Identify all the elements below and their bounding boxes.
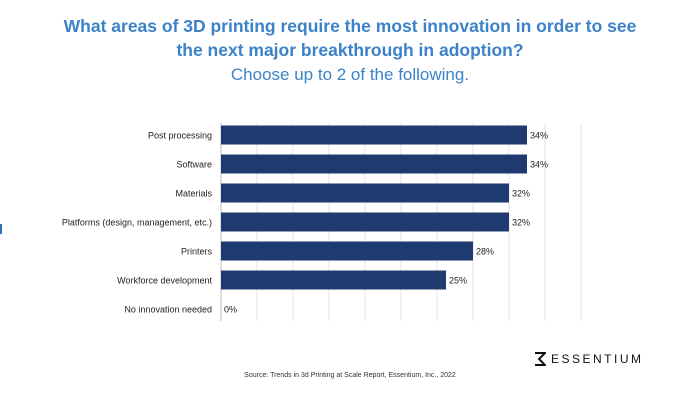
chart-title: What areas of 3D printing require the mo… — [0, 14, 700, 62]
value-label: 34% — [530, 160, 548, 170]
source-note: Source: Trends in 3d Printing at Scale R… — [244, 372, 456, 379]
value-label: 0% — [224, 305, 237, 315]
bar — [221, 154, 527, 174]
category-label: Workforce development — [117, 276, 212, 286]
category-label: No innovation needed — [124, 305, 212, 315]
value-label: 32% — [512, 189, 530, 199]
brand-name: ESSENTIUM — [551, 352, 644, 366]
category-label: Software — [176, 160, 212, 170]
chart-subtitle: Choose up to 2 of the following. — [230, 65, 470, 84]
category-label: Platforms (design, management, etc.) — [62, 218, 212, 228]
category-label: Printers — [181, 247, 213, 257]
value-label: 32% — [512, 218, 530, 228]
category-label: Post processing — [148, 131, 212, 141]
value-label: 28% — [476, 247, 494, 257]
value-label: 25% — [449, 276, 467, 286]
category-label: Materials — [175, 189, 212, 199]
bar — [221, 270, 446, 290]
essentium-logo-icon — [535, 352, 546, 366]
bar — [221, 212, 509, 232]
bar — [221, 125, 527, 145]
chart-title-line-2: the next major breakthrough in adoption? — [176, 40, 524, 60]
chart-title-line-1: What areas of 3D printing require the mo… — [63, 16, 637, 36]
brand-logo: ESSENTIUM — [534, 352, 644, 366]
bar — [221, 241, 473, 261]
edge-mark — [0, 224, 2, 234]
value-label: 34% — [530, 131, 548, 141]
bar — [221, 183, 509, 203]
